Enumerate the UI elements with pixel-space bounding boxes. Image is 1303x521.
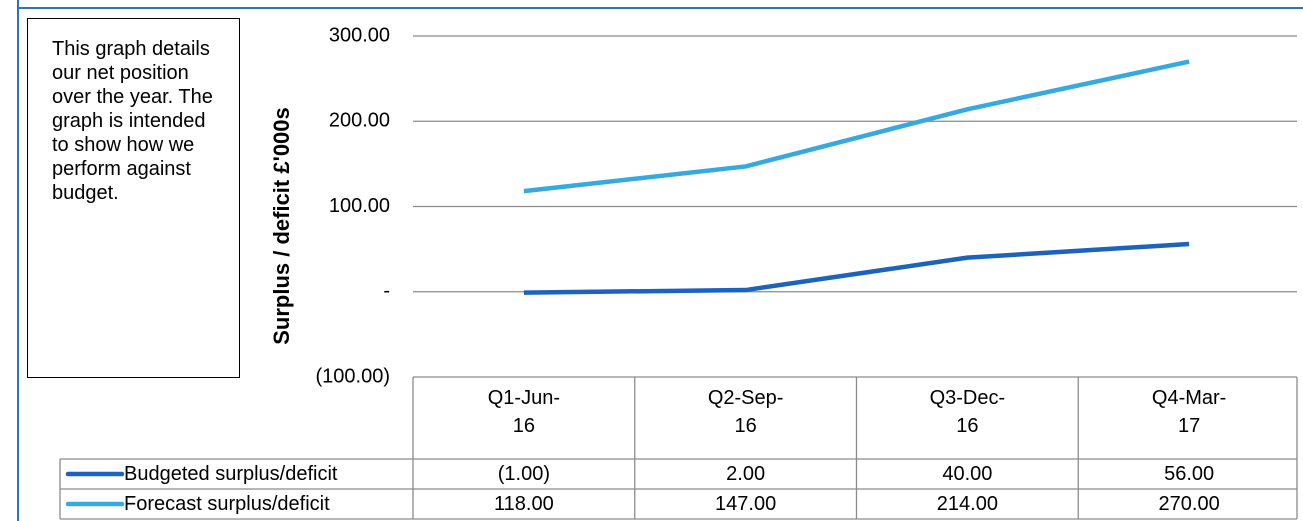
table-value: 56.00 (1164, 463, 1215, 485)
legend-label: Forecast surplus/deficit (124, 493, 330, 515)
x-tick-label: Q2-Sep-16 (707, 387, 784, 437)
table-value: 147.00 (715, 493, 777, 515)
series-line (523, 59, 1190, 194)
y-tick-label: 300.00 (329, 24, 390, 46)
y-tick-label: (100.00) (316, 365, 391, 387)
table-value: 118.00 (494, 493, 554, 515)
y-tick-label: 200.00 (329, 110, 390, 132)
note-box: This graph details our net position over… (27, 18, 240, 378)
table-value: 270.00 (1158, 493, 1220, 515)
table-value: 40.00 (942, 463, 993, 485)
x-tick-label: Q4-Mar-17 (1151, 387, 1227, 437)
y-tick-label: 100.00 (329, 195, 390, 217)
legend-label: Budgeted surplus/deficit (124, 463, 338, 485)
y-tick-label: - (383, 280, 390, 302)
table-value: 2.00 (726, 463, 766, 485)
table-value: 214.00 (936, 493, 998, 515)
table-value: (1.00) (497, 463, 550, 485)
y-axis-label: Surplus / deficit £'000s (269, 107, 294, 345)
x-tick-label: Q1-Jun-16 (487, 387, 560, 437)
series-line (523, 241, 1190, 295)
x-tick-label: Q3-Dec-16 (929, 387, 1006, 437)
